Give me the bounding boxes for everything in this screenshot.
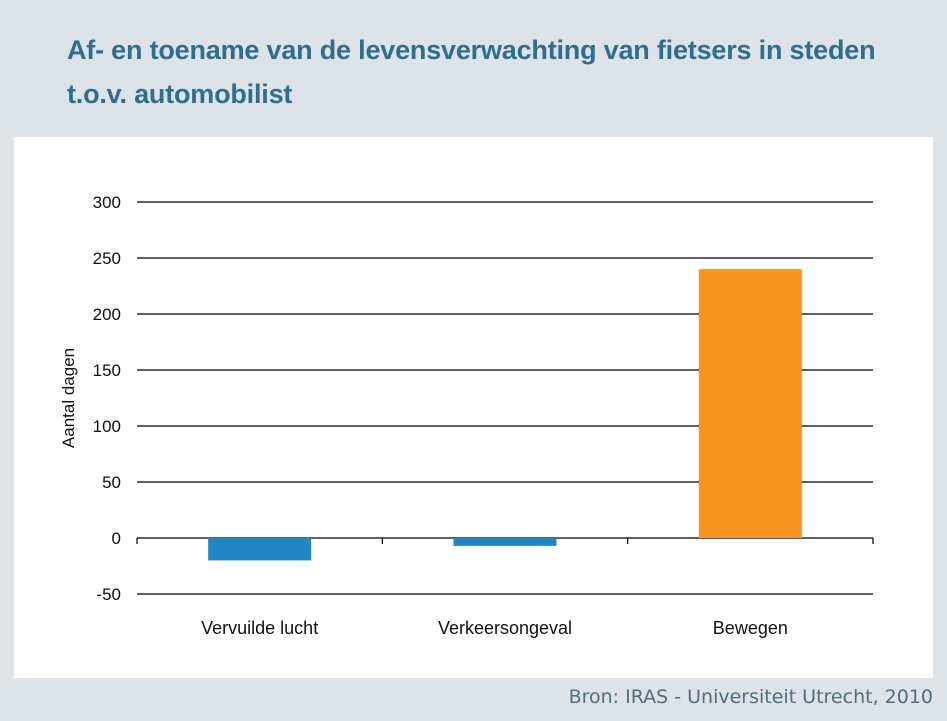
- x-tick-label: Vervuilde lucht: [201, 618, 318, 638]
- chart-panel: -50 0 50 100 150 200 250 300 Aantal dagen Vervuil…: [14, 137, 933, 678]
- bar: [698, 269, 802, 538]
- x-tick-label: Bewegen: [713, 618, 788, 638]
- bar-chart: -50 0 50 100 150 200 250 300 Aantal dagen Vervuil…: [59, 193, 874, 638]
- y-axis-label: Aantal dagen: [59, 348, 78, 448]
- source-credit: Bron: IRAS - Universiteit Utrecht, 2010: [568, 686, 933, 708]
- y-tick-label: 100: [93, 417, 121, 436]
- chart-title-line-2: t.o.v. automobilist: [67, 79, 293, 109]
- y-tick-label: 250: [93, 249, 121, 268]
- y-tick-label: -50: [96, 585, 121, 604]
- chart-title: Af- en toename van de levensverwachting …: [67, 28, 927, 116]
- bar: [208, 538, 312, 561]
- chart-title-line-1: Af- en toename van de levensverwachting …: [67, 35, 876, 65]
- x-tick-label: Verkeersongeval: [438, 618, 572, 638]
- bar: [453, 538, 557, 546]
- y-tick-label: 0: [112, 529, 121, 548]
- y-tick-label: 50: [102, 473, 121, 492]
- y-tick-label: 150: [93, 361, 121, 380]
- y-tick-label: 200: [93, 305, 121, 324]
- y-tick-label: 300: [93, 193, 121, 212]
